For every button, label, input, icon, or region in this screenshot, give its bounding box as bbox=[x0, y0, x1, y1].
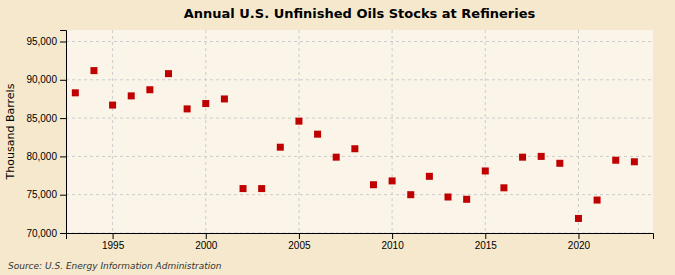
tick-label: 2010 bbox=[381, 240, 404, 251]
tick-mark bbox=[60, 233, 66, 234]
tick: 70,000 bbox=[26, 228, 66, 239]
point bbox=[445, 193, 452, 200]
point bbox=[631, 158, 638, 165]
point bbox=[146, 86, 153, 93]
point bbox=[165, 70, 172, 77]
tick-mark bbox=[485, 233, 486, 239]
grid-line bbox=[66, 194, 653, 195]
grid-line bbox=[205, 30, 206, 233]
grid-line bbox=[66, 156, 653, 157]
axis-line bbox=[60, 31, 67, 234]
point bbox=[295, 118, 302, 125]
y-axis: 70,000 75,000 80,000 85,000 90,000 95,000 bbox=[26, 31, 66, 239]
point bbox=[221, 95, 228, 102]
tick-mark bbox=[60, 118, 66, 119]
tick-mark bbox=[113, 233, 114, 239]
point bbox=[109, 102, 116, 109]
tick: 95,000 bbox=[26, 36, 66, 47]
tick-label: 70,000 bbox=[26, 228, 57, 239]
y-axis-title: Thousand Barrels bbox=[4, 83, 17, 180]
point bbox=[482, 167, 489, 174]
tick: 80,000 bbox=[26, 151, 66, 162]
point bbox=[389, 177, 396, 184]
title: Annual U.S. Unfinished Oils Stocks at Re… bbox=[184, 6, 536, 21]
point bbox=[519, 154, 526, 161]
tick-label: 85,000 bbox=[26, 113, 57, 124]
grid-line bbox=[392, 30, 393, 233]
tick-mark bbox=[206, 233, 207, 239]
point bbox=[556, 160, 563, 167]
point bbox=[277, 144, 284, 151]
point bbox=[575, 215, 582, 222]
grid-line bbox=[66, 118, 653, 119]
tick: 2010 bbox=[381, 233, 404, 251]
tick-mark bbox=[392, 233, 393, 239]
grid-line bbox=[485, 30, 486, 233]
tick-label: 80,000 bbox=[26, 151, 57, 162]
points bbox=[72, 67, 638, 222]
tick-label: 75,000 bbox=[26, 189, 57, 200]
point bbox=[128, 92, 135, 99]
plot: 1995 2000 2005 2010 2015 2020 70,000 75,000 80,0… bbox=[26, 30, 653, 251]
annotation: Source: U.S. Energy Information Administ… bbox=[8, 261, 222, 271]
tick-mark bbox=[60, 41, 66, 42]
point bbox=[314, 131, 321, 138]
tick-label: 2020 bbox=[568, 240, 591, 251]
grid-line bbox=[298, 30, 299, 233]
background bbox=[0, 0, 675, 275]
point bbox=[370, 181, 377, 188]
point bbox=[258, 185, 265, 192]
x-axis: 1995 2000 2005 2010 2015 2020 bbox=[67, 233, 654, 251]
tick: 85,000 bbox=[26, 113, 66, 124]
point bbox=[240, 185, 247, 192]
point bbox=[500, 184, 507, 191]
point bbox=[594, 197, 601, 204]
grid-line bbox=[112, 30, 113, 233]
tick: 2020 bbox=[568, 233, 591, 251]
tick: 1995 bbox=[102, 233, 125, 251]
point bbox=[407, 191, 414, 198]
tick-mark bbox=[578, 233, 579, 239]
grid-line bbox=[578, 30, 579, 233]
point bbox=[72, 89, 79, 96]
point bbox=[612, 157, 619, 164]
tick: 75,000 bbox=[26, 189, 66, 200]
tick: 90,000 bbox=[26, 74, 66, 85]
tick-mark bbox=[299, 233, 300, 239]
tick: 2015 bbox=[475, 233, 498, 251]
point bbox=[351, 145, 358, 152]
tick-mark bbox=[60, 80, 66, 81]
point bbox=[463, 196, 470, 203]
chart: 1995 2000 2005 2010 2015 2020 70,000 75,000 80,0… bbox=[0, 0, 675, 275]
plot-background bbox=[66, 30, 653, 233]
point bbox=[90, 67, 97, 74]
axis-line bbox=[67, 234, 654, 240]
point bbox=[426, 173, 433, 180]
tick-label: 1995 bbox=[102, 240, 125, 251]
tick-mark bbox=[60, 195, 66, 196]
tick-label: 90,000 bbox=[26, 74, 57, 85]
tick-label: 2005 bbox=[288, 240, 311, 251]
point bbox=[202, 100, 209, 107]
point bbox=[538, 153, 545, 160]
grid-line bbox=[66, 79, 653, 80]
tick-mark bbox=[60, 156, 66, 157]
tick-label: 2015 bbox=[475, 240, 498, 251]
tick: 2000 bbox=[195, 233, 218, 251]
grid-line bbox=[66, 41, 653, 42]
tick-label: 95,000 bbox=[26, 36, 57, 47]
point bbox=[333, 154, 340, 161]
grid bbox=[66, 30, 653, 233]
tick-label: 2000 bbox=[195, 240, 218, 251]
tick: 2005 bbox=[288, 233, 311, 251]
point bbox=[184, 105, 191, 112]
